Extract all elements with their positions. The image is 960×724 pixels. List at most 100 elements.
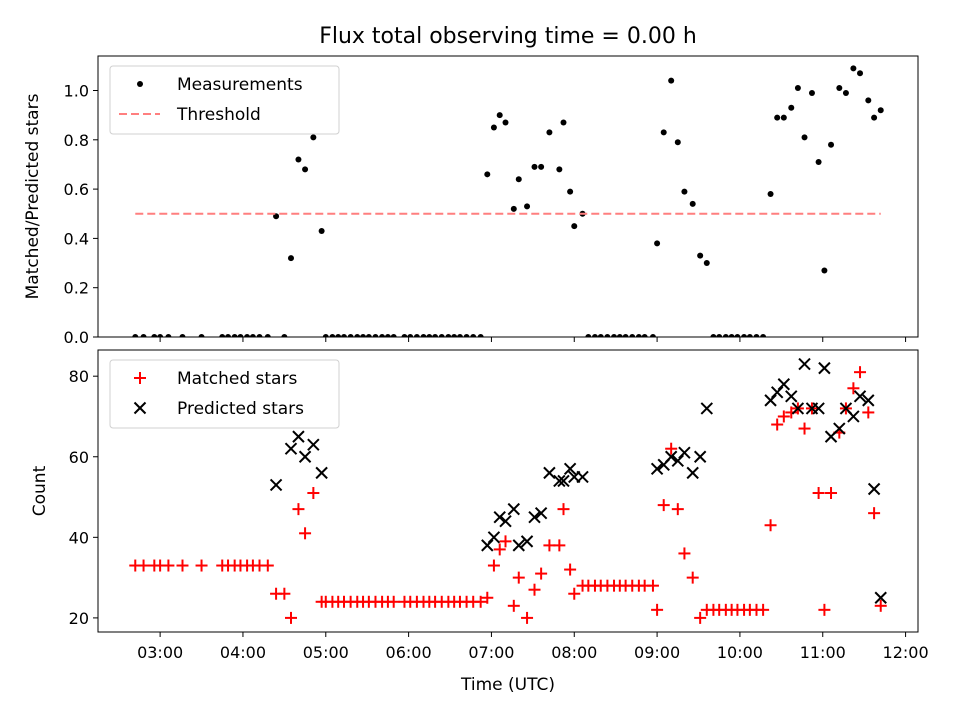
measurement-point: [556, 166, 563, 173]
measurement-point: [413, 334, 420, 337]
predicted-stars-point: [315, 466, 328, 480]
x-b: [534, 506, 548, 520]
predicted-stars-point: [798, 357, 811, 371]
matched-stars-point: [499, 535, 512, 548]
matched-stars-point: [771, 418, 784, 431]
measurement-point: [318, 228, 325, 235]
predicted-stars-point: [777, 378, 791, 391]
matched-stars-point: [284, 611, 297, 624]
predicted-stars-point: [847, 410, 860, 423]
x-b: [686, 466, 699, 480]
measurement-point: [571, 223, 578, 230]
measurement-point: [629, 334, 636, 337]
x-b: [284, 442, 298, 455]
chart-title: Flux total observing time = 0.00 h: [319, 24, 697, 49]
x-b: [528, 510, 541, 524]
panel-top: 0.0 0.2 0.4 0.6 0.8 1.0 Matched/Predicted star…: [23, 55, 919, 347]
matched-stars-point: [507, 599, 520, 612]
measurement-point: [604, 334, 611, 337]
measurement-point: [295, 156, 302, 163]
measurement-point: [322, 334, 329, 337]
x-b: [839, 402, 853, 415]
measurement-point: [249, 334, 256, 337]
top-y-tick-label: 1.0: [64, 82, 89, 101]
measurement-point: [767, 191, 774, 198]
measurement-point: [741, 334, 748, 337]
matched-stars-point: [568, 587, 581, 600]
legend-label: Predicted stars: [177, 399, 304, 419]
x-b: [671, 454, 685, 467]
measurement-point: [821, 267, 828, 274]
x-b: [557, 474, 570, 488]
predicted-stars-point: [307, 438, 320, 451]
predicted-stars-point: [678, 446, 691, 459]
predicted-stars-point: [543, 466, 556, 480]
measurement-point: [438, 334, 445, 337]
predicted-stars-point: [576, 470, 589, 484]
matched-stars-point: [686, 571, 699, 584]
matched-stars-point: [493, 543, 506, 556]
top-y-tick-label: 0.6: [64, 180, 89, 199]
legend-marker-predicted: [133, 401, 147, 415]
x-b: [292, 430, 305, 443]
x-b: [563, 462, 577, 476]
predicted-stars-point: [867, 482, 881, 496]
measurement-point: [703, 260, 710, 267]
matched-stars-point: [651, 603, 664, 616]
x-b: [487, 531, 501, 544]
top-y-tick-label: 0.0: [64, 328, 89, 347]
predicted-stars-point: [700, 402, 713, 415]
measurement-point: [379, 334, 386, 337]
measurement-point: [140, 334, 147, 337]
measurement-point: [341, 334, 347, 337]
measurement-point: [237, 334, 244, 337]
x-b: [833, 422, 846, 435]
predicted-stars-point: [292, 430, 305, 443]
measurement-point: [463, 334, 470, 337]
predicted-stars-point: [269, 478, 283, 492]
measurement-point: [681, 188, 688, 195]
legend-label: Measurements: [177, 75, 303, 95]
predicted-stars-point: [833, 422, 846, 435]
x-b: [650, 462, 664, 476]
measurement-point: [710, 334, 717, 337]
x-tick-label: 06:00: [386, 643, 432, 662]
measurement-point: [335, 334, 342, 337]
predicted-stars-point: [791, 402, 805, 415]
measurement-point: [808, 89, 815, 96]
x-b: [520, 535, 534, 548]
x-b: [777, 378, 791, 391]
measurement-point: [287, 255, 294, 262]
predicted-stars-point: [284, 442, 298, 455]
matched-stars-point: [162, 559, 175, 572]
measurement-point: [660, 129, 667, 136]
bottom-y-tick-label: 80: [69, 367, 89, 386]
x-b: [818, 361, 831, 375]
measurement-point: [502, 119, 509, 126]
x-b: [298, 450, 312, 463]
measurement-point: [597, 334, 604, 337]
measurement-point: [426, 334, 433, 337]
x-b: [700, 402, 713, 415]
measurement-point: [734, 334, 741, 337]
predicted-stars-point: [770, 386, 784, 399]
legend-marker-matched: [134, 372, 146, 384]
x-b: [576, 470, 589, 484]
measurement-point: [347, 334, 354, 337]
x-b: [862, 394, 875, 407]
measurement-point: [815, 158, 822, 165]
measurement-point: [302, 166, 309, 173]
measurement-point: [560, 119, 567, 126]
measurement-point: [760, 334, 767, 337]
x-b: [785, 390, 798, 403]
measurement-point: [484, 171, 491, 178]
x-b: [764, 394, 777, 407]
matched-stars-point: [512, 571, 525, 584]
measurement-point: [794, 85, 801, 92]
x-b: [269, 478, 283, 492]
measurement-point: [774, 114, 781, 121]
matched-stars-point: [665, 442, 678, 455]
top-plot-area: [132, 65, 884, 337]
measurement-point: [264, 334, 271, 337]
predicted-stars-point: [298, 450, 312, 463]
